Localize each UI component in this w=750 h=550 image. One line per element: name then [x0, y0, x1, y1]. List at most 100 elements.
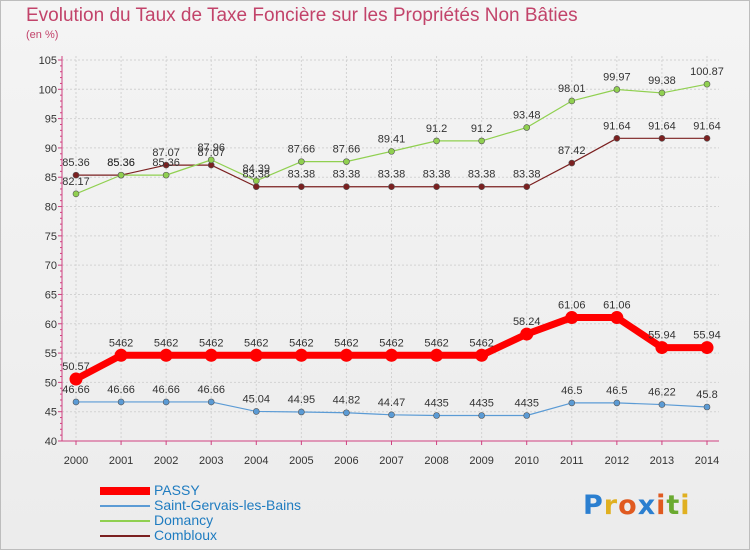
y-tick-label: 60	[45, 319, 57, 331]
x-tick-label: 2002	[154, 455, 178, 467]
data-label: 5462	[424, 337, 448, 349]
data-label: 44.95	[288, 394, 316, 406]
x-tick-label: 2009	[469, 455, 493, 467]
data-label: 91.64	[693, 120, 721, 132]
data-label: 5462	[289, 337, 313, 349]
data-label: 46.66	[152, 384, 180, 396]
data-point	[703, 403, 711, 411]
data-point	[252, 183, 260, 191]
data-label: 46.66	[107, 384, 135, 396]
legend-swatch	[100, 520, 150, 522]
data-point	[298, 158, 305, 165]
data-point	[523, 124, 531, 131]
data-point	[298, 183, 305, 191]
data-label: 46.22	[648, 387, 676, 399]
data-label: 5462	[154, 337, 178, 349]
legend-swatch	[100, 487, 150, 495]
data-label: 4435	[514, 398, 538, 410]
legend-label: Combloux	[154, 527, 218, 543]
data-point	[252, 177, 260, 185]
x-tick-label: 2010	[514, 455, 538, 467]
data-point	[568, 159, 576, 167]
data-label: 87.07	[197, 147, 225, 159]
data-label: 83.38	[333, 169, 361, 181]
data-point	[433, 412, 440, 419]
x-tick-label: 2003	[199, 455, 223, 467]
data-label: 83.38	[468, 169, 496, 181]
data-label: 100.87	[690, 66, 724, 78]
data-point	[523, 412, 531, 419]
data-label: 82.17	[62, 176, 90, 188]
data-point	[658, 401, 666, 408]
y-tick-label: 80	[45, 202, 57, 214]
logo-letter: o	[618, 490, 638, 521]
y-tick-label: 85	[45, 172, 57, 184]
data-point	[568, 97, 576, 105]
x-tick-label: 2001	[109, 455, 133, 467]
data-label: 91.2	[426, 123, 447, 135]
data-point	[162, 161, 170, 169]
y-tick-label: 105	[39, 55, 57, 67]
data-point	[343, 409, 350, 417]
data-point	[433, 137, 440, 145]
data-label: 4435	[424, 398, 448, 410]
data-label: 91.2	[471, 123, 492, 135]
data-point	[658, 135, 666, 142]
logo-letter: t	[666, 490, 681, 521]
x-tick-label: 2006	[334, 455, 358, 467]
data-point	[343, 158, 350, 165]
data-label: 61.06	[558, 300, 586, 312]
data-point	[523, 183, 531, 191]
data-label: 44.47	[378, 397, 406, 409]
y-tick-label: 65	[45, 289, 57, 301]
data-point	[114, 348, 128, 362]
data-point	[388, 148, 395, 155]
y-tick-label: 40	[45, 436, 57, 448]
data-label: 83.38	[288, 169, 316, 181]
data-label: 98.01	[558, 83, 586, 95]
data-point	[339, 348, 353, 362]
y-tick-label: 95	[45, 114, 57, 126]
logo-letter: r	[603, 490, 619, 521]
data-label: 84.39	[243, 163, 271, 175]
data-point	[162, 171, 170, 179]
data-point	[117, 398, 125, 406]
data-point	[249, 348, 263, 362]
data-label: 89.41	[378, 133, 406, 145]
y-tick-label: 70	[45, 260, 57, 272]
proxiti-logo: Proxiti	[583, 490, 691, 521]
data-point	[655, 341, 669, 355]
x-tick-label: 2005	[289, 455, 313, 467]
data-point	[613, 86, 621, 93]
data-point	[159, 348, 173, 362]
x-tick-label: 2000	[64, 455, 88, 467]
data-point	[298, 408, 305, 416]
logo-letter: i	[680, 490, 691, 521]
data-point	[700, 341, 714, 355]
y-tick-label: 100	[39, 84, 57, 96]
x-tick-label: 2011	[560, 455, 584, 467]
data-label: 46.5	[606, 385, 627, 397]
data-point	[478, 137, 485, 145]
y-tick-label: 90	[45, 143, 57, 155]
x-tick-label: 2012	[605, 455, 629, 467]
data-point	[117, 171, 125, 179]
data-label: 5462	[334, 337, 358, 349]
data-label: 83.38	[513, 169, 541, 181]
data-point	[207, 156, 215, 164]
data-label: 85.36	[152, 157, 180, 169]
data-point	[568, 399, 576, 407]
data-point	[475, 348, 489, 362]
data-label: 46.5	[561, 385, 582, 397]
legend-label: Saint-Gervais-les-Bains	[154, 497, 302, 513]
data-label: 99.38	[648, 75, 676, 87]
data-label: 45.04	[243, 393, 271, 405]
data-point	[613, 135, 621, 142]
x-tick-label: 2004	[244, 455, 268, 467]
data-label: 46.66	[197, 384, 225, 396]
data-point	[613, 399, 621, 407]
data-label: 5462	[244, 337, 268, 349]
data-point	[430, 348, 444, 362]
data-point	[520, 327, 534, 341]
y-tick-label: 75	[45, 231, 57, 243]
